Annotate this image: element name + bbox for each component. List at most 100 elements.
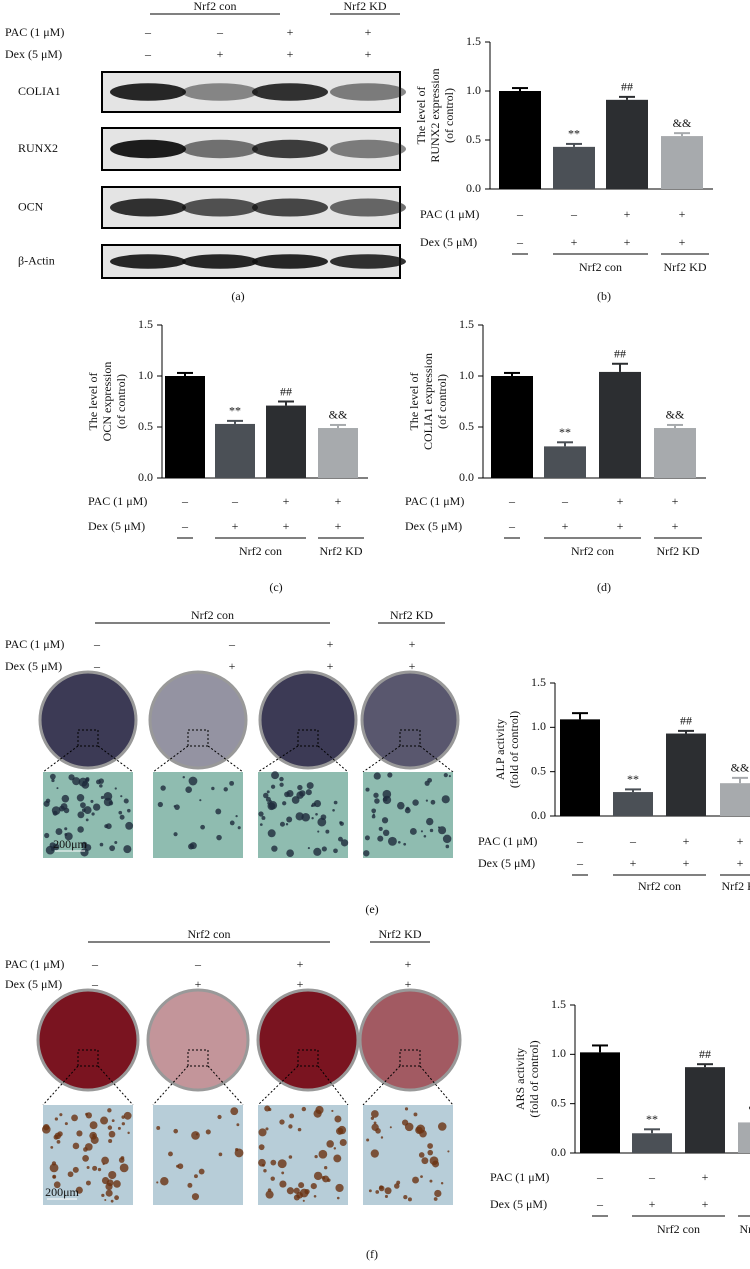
stain-spot xyxy=(194,1174,198,1179)
zoom-guide xyxy=(362,745,401,773)
stain-spot xyxy=(363,850,370,857)
stain-spot xyxy=(384,1194,388,1198)
stain-spot xyxy=(113,1180,121,1188)
stain-spot xyxy=(229,780,235,786)
stain-spot xyxy=(85,1180,91,1186)
stain-spot xyxy=(378,826,383,831)
significance-label: ** xyxy=(646,1112,658,1126)
y-tick-label: 1.5 xyxy=(466,34,481,48)
condition-sign: – xyxy=(570,207,578,221)
stain-spot xyxy=(236,1123,240,1127)
stain-spot xyxy=(315,812,318,816)
stain-spot xyxy=(373,1121,377,1125)
dish xyxy=(360,670,460,770)
significance-label: ## xyxy=(280,384,292,398)
blot-row-label: β-Actin xyxy=(18,253,55,267)
condition-sign: + xyxy=(283,494,290,508)
stain-spot xyxy=(413,1112,418,1117)
condition-sign: + xyxy=(327,659,334,673)
blot-band xyxy=(330,198,406,217)
zoom-box xyxy=(77,1049,99,1067)
stain-spot xyxy=(118,810,123,815)
y-axis-label: The level of xyxy=(86,373,100,431)
stain-spot xyxy=(176,1164,180,1168)
group-label: Nrf2 KD xyxy=(379,927,422,941)
group-label: Nrf2 KD xyxy=(320,544,363,558)
condition-sign: – xyxy=(648,1170,656,1184)
stain-spot xyxy=(258,811,264,817)
stain-spot xyxy=(365,787,370,792)
stain-spot xyxy=(288,1155,293,1159)
stain-spot xyxy=(77,811,85,819)
stain-spot xyxy=(306,782,314,790)
y-axis-label: (of control) xyxy=(435,374,449,429)
condition-label: Dex (5 μM) xyxy=(478,856,535,870)
stain-spot xyxy=(259,823,263,826)
stain-spot xyxy=(81,781,90,789)
condition-sign: + xyxy=(683,856,690,870)
stain-spot xyxy=(168,1151,173,1157)
condition-sign: + xyxy=(405,977,412,991)
stain-spot xyxy=(370,1149,379,1158)
group-label: Nrf2 KD xyxy=(657,544,700,558)
condition-sign: – xyxy=(508,519,516,533)
stain-spot xyxy=(339,821,343,825)
y-tick-label: 1.0 xyxy=(531,719,546,733)
significance-label: && xyxy=(731,761,750,775)
stain-spot xyxy=(291,796,300,804)
panel-label: (d) xyxy=(597,580,611,594)
dish xyxy=(38,670,138,770)
dish xyxy=(358,988,462,1092)
stain-spot xyxy=(92,1165,98,1171)
zoom-guide xyxy=(152,745,189,773)
zoom-guide xyxy=(362,1065,401,1106)
stain-spot xyxy=(101,1193,105,1198)
stain-spot xyxy=(61,794,70,803)
condition-label: PAC (1 μM) xyxy=(5,637,64,651)
condition-label: PAC (1 μM) xyxy=(420,207,479,221)
stain-spot xyxy=(107,1125,113,1130)
condition-sign: + xyxy=(737,856,744,870)
significance-label: ## xyxy=(699,1047,711,1061)
condition-sign: – xyxy=(181,519,189,533)
stain-spot xyxy=(76,1130,83,1137)
stain-spot xyxy=(270,784,276,789)
blot-band xyxy=(182,83,258,101)
stain-spot xyxy=(77,826,84,833)
stain-spot xyxy=(315,1105,324,1115)
stain-spot xyxy=(268,1107,272,1112)
stain-spot xyxy=(117,1126,121,1130)
stain-spot xyxy=(50,1145,54,1149)
y-tick-label: 1.5 xyxy=(531,675,546,689)
stain-spot xyxy=(100,795,105,800)
stain-spot xyxy=(448,775,451,778)
significance-label: ** xyxy=(568,127,580,141)
stain-spot xyxy=(432,1160,440,1168)
stain-spot xyxy=(107,1108,112,1113)
stain-spot xyxy=(104,1199,107,1202)
bar xyxy=(613,792,653,816)
stain-spot xyxy=(83,806,92,815)
condition-sign: + xyxy=(335,519,342,533)
stain-spot xyxy=(364,835,370,841)
panel-label: (b) xyxy=(597,289,611,303)
stain-spot xyxy=(418,1152,425,1158)
stain-spot xyxy=(285,823,289,826)
stain-spot xyxy=(288,1124,293,1129)
stain-spot xyxy=(211,786,215,791)
group-label: Nrf2 KD xyxy=(344,0,387,13)
stain-spot xyxy=(160,785,166,791)
stain-spot xyxy=(125,821,134,830)
stain-spot xyxy=(332,808,335,812)
significance-label: && xyxy=(749,1099,750,1113)
stain-spot xyxy=(100,1116,109,1125)
stain-spot xyxy=(114,840,118,844)
stain-spot xyxy=(173,805,176,808)
stain-spot xyxy=(370,1116,375,1120)
stain-spot xyxy=(268,800,278,810)
stain-spot xyxy=(75,1186,83,1194)
significance-label: && xyxy=(666,408,685,422)
stain-spot xyxy=(90,799,94,803)
condition-sign: + xyxy=(672,494,679,508)
condition-sign: + xyxy=(297,957,304,971)
